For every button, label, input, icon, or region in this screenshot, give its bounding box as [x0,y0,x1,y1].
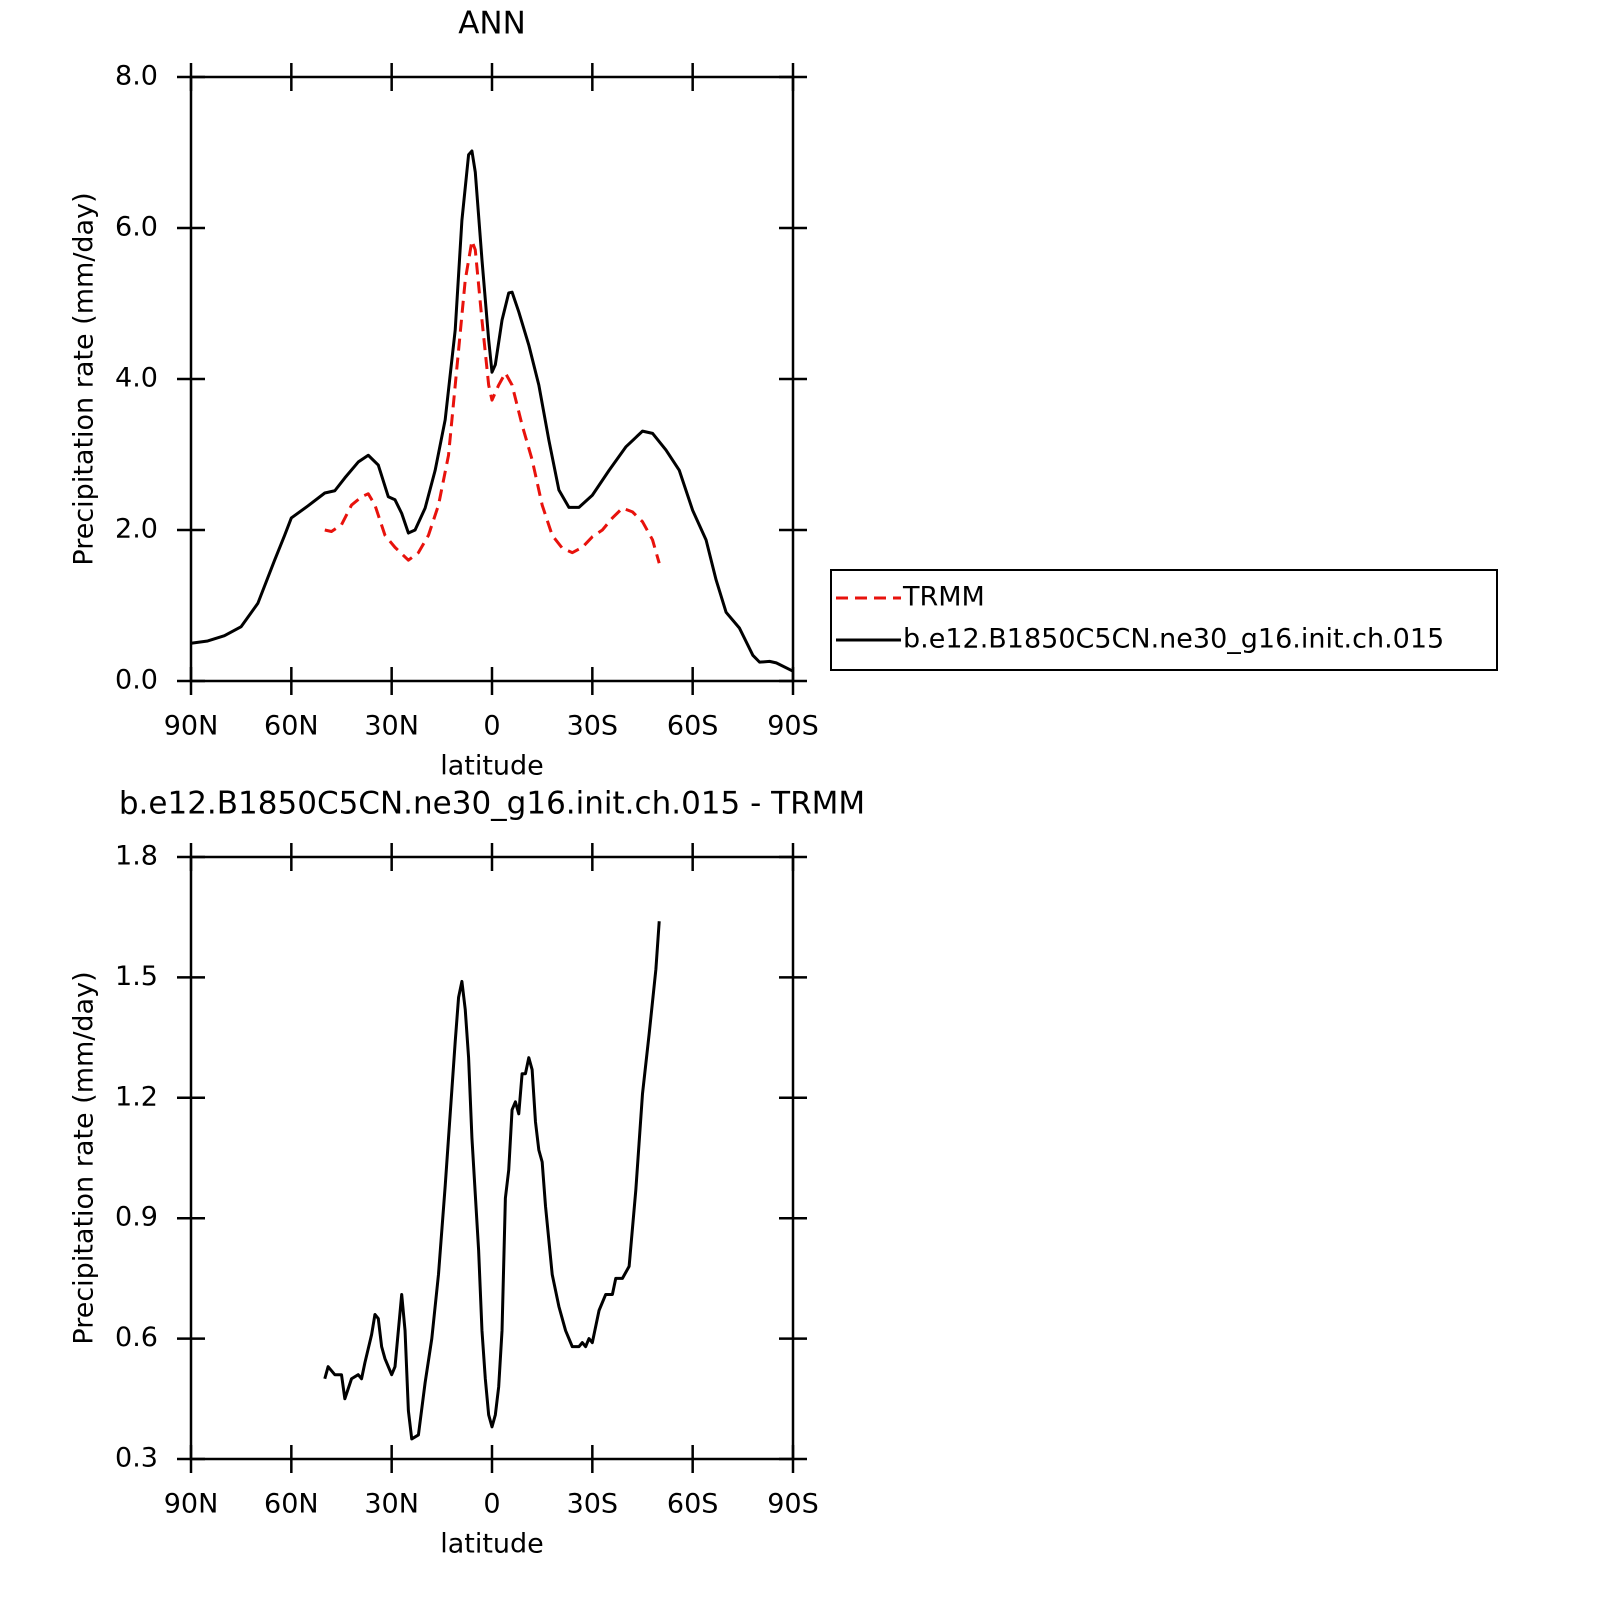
y-tick-label: 0.9 [115,1202,158,1233]
y-axis-label: Precipitation rate (mm/day) [69,971,100,1344]
data-line [323,921,661,1441]
x-tick-label: 0 [483,1489,500,1520]
y-tick-label: 6.0 [115,212,158,243]
x-axis-label: latitude [440,1529,544,1560]
y-tick-label: 1.5 [115,961,158,992]
x-tick-label: 60S [667,711,719,742]
x-tick-label: 30N [364,1489,419,1520]
x-tick-label: 30S [567,711,619,742]
x-tick-label: 0 [483,711,500,742]
x-tick-label: 60S [667,1489,719,1520]
x-tick-label: 60N [264,1489,319,1520]
x-tick-label: 60N [264,711,319,742]
x-tick-label: 30N [364,711,419,742]
plot-frame [189,855,795,1461]
legend: TRMM b.e12.B1850C5CN.ne30_g16.init.ch.015 [830,569,1498,671]
y-tick-label: 0.0 [115,665,158,696]
x-axis-label: latitude [440,751,544,782]
chart-title: b.e12.B1850C5CN.ne30_g16.init.ch.015 - T… [119,786,865,822]
x-tick-label: 90N [164,711,219,742]
y-tick-label: 1.8 [115,841,158,872]
plot-frame [189,75,795,683]
x-tick-label: 30S [567,1489,619,1520]
data-line [190,149,794,673]
y-tick-label: 1.2 [115,1081,158,1112]
legend-label: TRMM [902,582,985,613]
y-tick-label: 0.6 [115,1322,158,1353]
y-tick-label: 0.3 [115,1443,158,1474]
x-tick-label: 90N [164,1489,219,1520]
data-line [324,239,661,564]
y-tick-label: 2.0 [115,514,158,545]
y-tick-label: 4.0 [115,363,158,394]
legend-label: b.e12.B1850C5CN.ne30_g16.init.ch.015 [903,624,1444,655]
y-axis-label: Precipitation rate (mm/day) [69,192,100,565]
chart-title: ANN [458,6,526,42]
x-tick-label: 90S [767,1489,819,1520]
legend-frame [830,569,1498,671]
x-tick-label: 90S [767,711,819,742]
y-tick-label: 8.0 [115,61,158,92]
